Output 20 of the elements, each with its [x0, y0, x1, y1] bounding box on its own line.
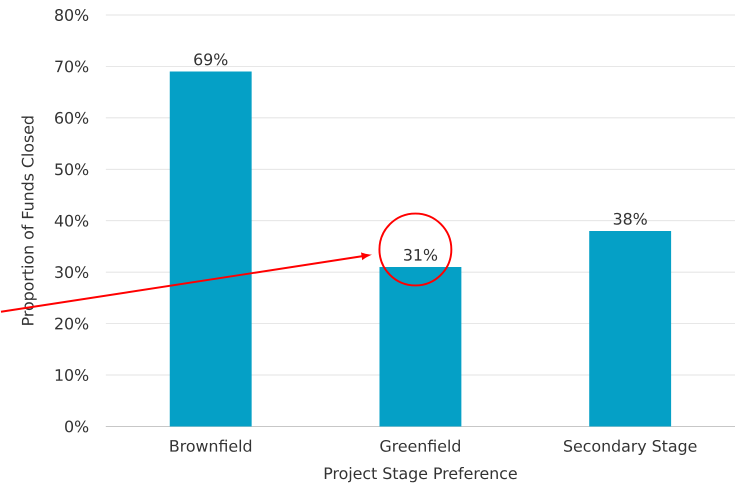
y-tick-label: 20%: [55, 317, 88, 330]
data-label: 38%: [614, 212, 647, 225]
y-tick-label: 80%: [55, 8, 88, 21]
y-tick-label: 10%: [56, 368, 88, 381]
y-tick-label: 60%: [55, 112, 88, 124]
y-axis-title: Proportion of Funds Closed: [21, 116, 37, 325]
bar: [170, 71, 252, 426]
bar: [589, 230, 672, 426]
y-tick-label: 30%: [55, 266, 88, 278]
y-tick-label: 70%: [55, 60, 88, 72]
data-label: 69%: [194, 53, 228, 66]
y-tick-label: 40%: [54, 214, 88, 227]
bar: [379, 266, 462, 426]
x-tick-label: Greenfield: [380, 439, 460, 452]
data-label: 31%: [404, 248, 438, 261]
x-tick-label: Secondary Stage: [564, 439, 696, 455]
y-tick-label: 0%: [65, 420, 88, 432]
y-tick-label: 50%: [55, 163, 88, 176]
x-axis-title: Project Stage Preference: [324, 466, 517, 482]
x-tick-label: Brownfield: [170, 439, 252, 452]
